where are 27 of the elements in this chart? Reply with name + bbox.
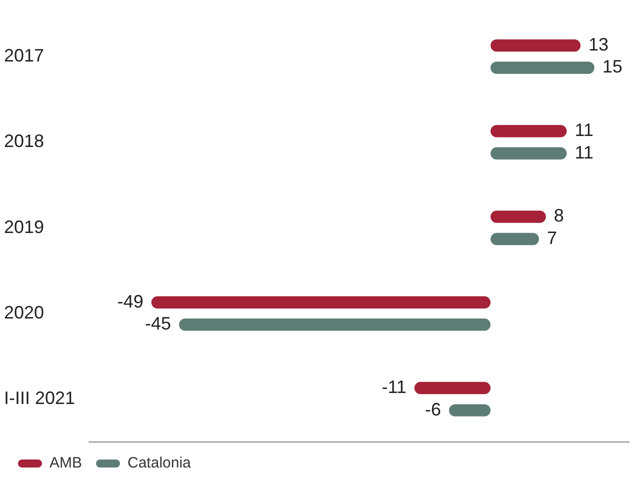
data-label: -49 <box>117 291 144 312</box>
bar <box>490 210 546 223</box>
data-label: -11 <box>382 377 406 398</box>
bar <box>414 382 491 394</box>
legend-label: AMB <box>50 454 82 472</box>
data-label: 11 <box>574 120 594 140</box>
data-label: 15 <box>602 56 622 77</box>
data-label: -6 <box>425 399 442 420</box>
data-label: 13 <box>588 34 609 54</box>
bar <box>490 232 540 246</box>
y-tick-label: 2019 <box>4 216 44 237</box>
bar <box>490 62 594 74</box>
data-label: 11 <box>574 142 594 162</box>
data-label: 8 <box>554 206 564 226</box>
y-tick-label: 2020 <box>4 302 44 323</box>
bar <box>490 147 567 160</box>
y-tick-label: 2017 <box>4 46 44 66</box>
y-tick-label: I-III 2021 <box>4 388 76 408</box>
data-label: 7 <box>547 228 558 248</box>
bar <box>490 39 581 52</box>
bar <box>179 318 491 331</box>
bar <box>151 296 491 309</box>
data-label: -45 <box>145 314 172 334</box>
legend-label: Catalonia <box>128 454 192 472</box>
bar <box>449 404 491 416</box>
bar <box>490 125 567 138</box>
y-tick-label: 2018 <box>4 131 44 152</box>
